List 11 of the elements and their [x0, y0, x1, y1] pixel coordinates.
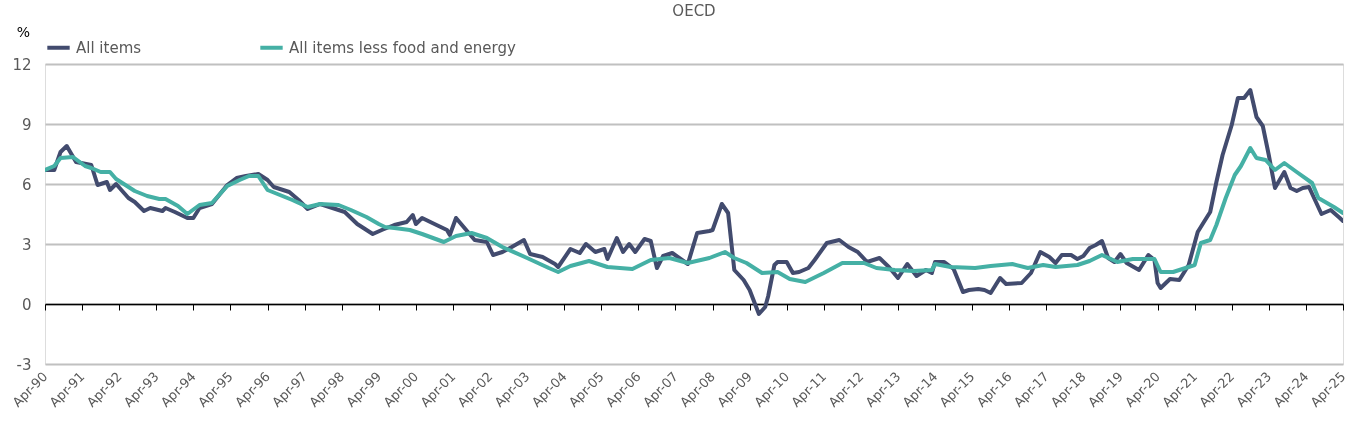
y-tick-label: 6 [21, 175, 32, 194]
chart-title: OECD [672, 2, 716, 20]
line-series [45, 146, 1343, 284]
y-tick-label: 0 [21, 295, 32, 314]
legend-label: All items [76, 38, 142, 57]
y-tick-label: 9 [21, 115, 32, 134]
y-tick-label: 12 [12, 55, 32, 74]
y-tick-label: 3 [21, 235, 32, 254]
y-tick-label: -3 [16, 355, 32, 374]
y-axis-title: % [16, 23, 31, 40]
legend-label: All items less food and energy [289, 38, 516, 57]
